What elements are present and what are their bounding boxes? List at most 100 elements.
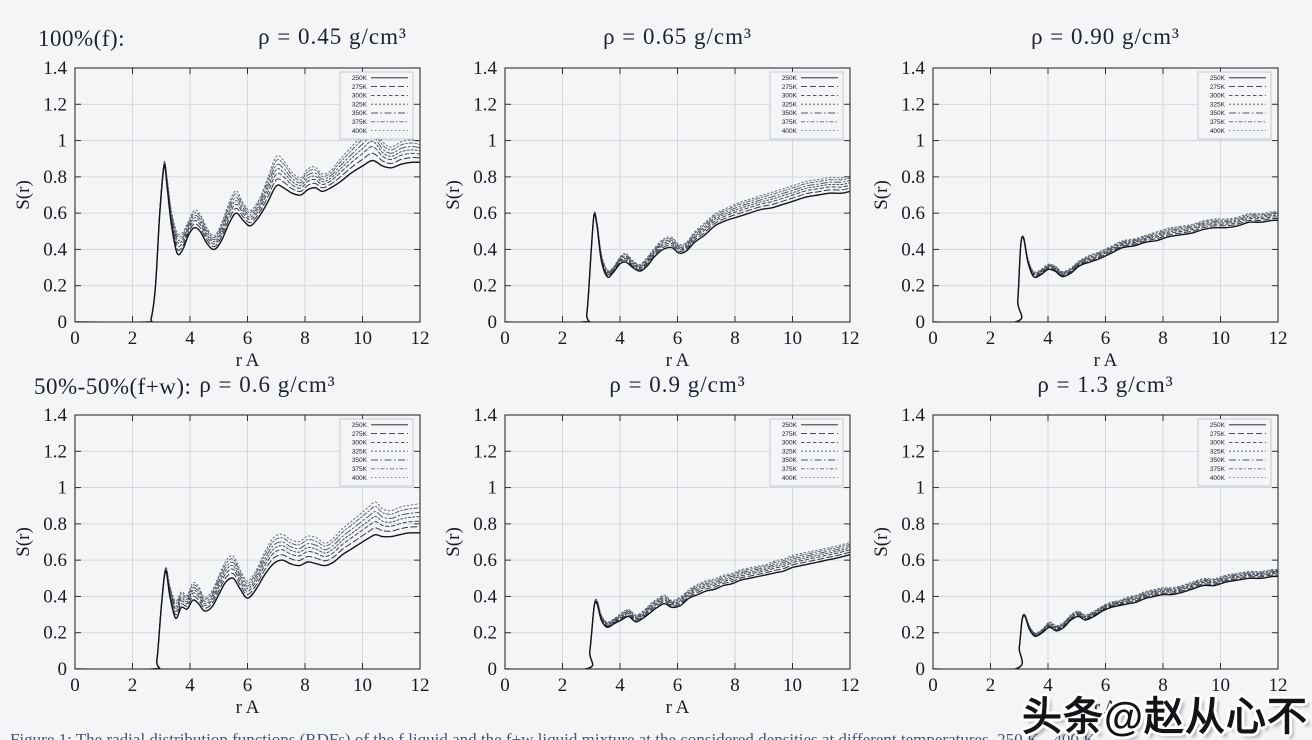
svg-text:0.8: 0.8 bbox=[43, 167, 67, 188]
svg-text:6: 6 bbox=[1101, 675, 1111, 696]
svg-text:250K: 250K bbox=[1210, 422, 1226, 429]
svg-text:375K: 375K bbox=[352, 119, 368, 126]
svg-text:8: 8 bbox=[300, 675, 310, 696]
svg-text:12: 12 bbox=[1269, 675, 1288, 696]
svg-text:0.4: 0.4 bbox=[43, 239, 67, 260]
row-label-100f: 100%(f): bbox=[38, 26, 126, 51]
svg-text:300K: 300K bbox=[352, 440, 368, 447]
svg-text:0.2: 0.2 bbox=[473, 276, 497, 297]
svg-text:12: 12 bbox=[411, 675, 430, 696]
plot-canvas: 0 2 4 6 8 10 12 0 0.2 0.4 0.6 0.8 1 1.2 1.4 r A S(r) 250K… bbox=[871, 58, 1288, 371]
svg-text:0.8: 0.8 bbox=[901, 514, 925, 535]
svg-text:10: 10 bbox=[1211, 328, 1230, 349]
svg-text:2: 2 bbox=[558, 675, 568, 696]
plot-title-rho-0.90: ρ = 0.90 g/cm³ bbox=[1031, 24, 1180, 49]
svg-text:400K: 400K bbox=[352, 128, 368, 135]
svg-text:325K: 325K bbox=[1210, 448, 1226, 455]
svg-text:0.8: 0.8 bbox=[43, 514, 67, 535]
svg-text:2: 2 bbox=[986, 675, 996, 696]
svg-text:300K: 300K bbox=[352, 93, 368, 100]
row-label-50-50-fw: 50%-50%(f+w): bbox=[34, 374, 192, 399]
svg-text:8: 8 bbox=[300, 328, 310, 349]
svg-text:300K: 300K bbox=[1210, 93, 1226, 100]
svg-text:350K: 350K bbox=[352, 457, 368, 464]
svg-text:12: 12 bbox=[411, 328, 430, 349]
svg-text:1.4: 1.4 bbox=[473, 405, 497, 426]
svg-text:250K: 250K bbox=[352, 422, 368, 429]
svg-text:0.6: 0.6 bbox=[901, 550, 925, 571]
svg-text:1.4: 1.4 bbox=[901, 58, 925, 79]
svg-text:r A: r A bbox=[666, 697, 690, 718]
svg-text:0.8: 0.8 bbox=[473, 167, 497, 188]
svg-text:250K: 250K bbox=[782, 422, 798, 429]
svg-text:4: 4 bbox=[615, 675, 625, 696]
svg-text:275K: 275K bbox=[1210, 84, 1226, 91]
svg-text:10: 10 bbox=[1211, 675, 1230, 696]
svg-text:S(r): S(r) bbox=[871, 527, 892, 557]
svg-text:250K: 250K bbox=[352, 75, 368, 82]
svg-text:2: 2 bbox=[558, 328, 568, 349]
svg-text:6: 6 bbox=[673, 328, 683, 349]
svg-text:275K: 275K bbox=[1210, 431, 1226, 438]
svg-text:0: 0 bbox=[916, 312, 926, 333]
figure-caption: Figure 1: The radial distribution functi… bbox=[10, 730, 1100, 740]
svg-text:1.2: 1.2 bbox=[43, 94, 67, 115]
plot-canvas: 0 2 4 6 8 10 12 0 0.2 0.4 0.6 0.8 1 1.2 1.4 r A S(r) 250K… bbox=[13, 58, 430, 371]
svg-text:r A: r A bbox=[1094, 697, 1118, 718]
svg-text:0.6: 0.6 bbox=[473, 203, 497, 224]
svg-text:0.6: 0.6 bbox=[901, 203, 925, 224]
svg-text:0.2: 0.2 bbox=[901, 276, 925, 297]
svg-text:0: 0 bbox=[488, 659, 498, 680]
svg-text:10: 10 bbox=[783, 328, 802, 349]
svg-text:8: 8 bbox=[1158, 328, 1168, 349]
svg-text:400K: 400K bbox=[352, 475, 368, 482]
svg-text:S(r): S(r) bbox=[13, 180, 34, 210]
svg-text:r A: r A bbox=[666, 350, 690, 371]
svg-text:2: 2 bbox=[128, 328, 138, 349]
svg-text:0.8: 0.8 bbox=[901, 167, 925, 188]
svg-text:0.6: 0.6 bbox=[43, 203, 67, 224]
svg-text:375K: 375K bbox=[782, 466, 798, 473]
svg-text:350K: 350K bbox=[782, 110, 798, 117]
subplot-rho-0.65: 0 2 4 6 8 10 12 0 0.2 0.4 0.6 0.8 1 1.2 1.4 r A S(r) 250K… bbox=[443, 52, 873, 386]
svg-text:S(r): S(r) bbox=[13, 527, 34, 557]
plot-canvas: 0 2 4 6 8 10 12 0 0.2 0.4 0.6 0.8 1 1.2 1.4 r A S(r) 250K… bbox=[871, 405, 1288, 718]
svg-text:250K: 250K bbox=[782, 75, 798, 82]
subplot-rho-0.9: 0 2 4 6 8 10 12 0 0.2 0.4 0.6 0.8 1 1.2 1.4 r A S(r) 250K… bbox=[443, 399, 873, 733]
svg-text:4: 4 bbox=[185, 328, 195, 349]
subplot-rho-1.3: 0 2 4 6 8 10 12 0 0.2 0.4 0.6 0.8 1 1.2 1.4 r A S(r) 250K… bbox=[871, 399, 1301, 733]
svg-text:0.2: 0.2 bbox=[901, 623, 925, 644]
svg-text:1.2: 1.2 bbox=[901, 441, 925, 462]
plot-canvas: 0 2 4 6 8 10 12 0 0.2 0.4 0.6 0.8 1 1.2 1.4 r A S(r) 250K… bbox=[443, 405, 860, 718]
svg-text:325K: 325K bbox=[782, 101, 798, 108]
svg-text:0: 0 bbox=[70, 675, 80, 696]
svg-text:400K: 400K bbox=[1210, 475, 1226, 482]
svg-text:0.8: 0.8 bbox=[473, 514, 497, 535]
svg-text:275K: 275K bbox=[352, 431, 368, 438]
svg-text:0.4: 0.4 bbox=[43, 586, 67, 607]
svg-text:325K: 325K bbox=[782, 448, 798, 455]
svg-text:300K: 300K bbox=[782, 440, 798, 447]
svg-text:0: 0 bbox=[58, 659, 68, 680]
svg-text:400K: 400K bbox=[782, 475, 798, 482]
plot-title-rho-0.9: ρ = 0.9 g/cm³ bbox=[609, 372, 746, 397]
svg-text:0: 0 bbox=[500, 675, 510, 696]
svg-text:8: 8 bbox=[730, 675, 740, 696]
svg-text:1.2: 1.2 bbox=[473, 441, 497, 462]
svg-text:1.2: 1.2 bbox=[43, 441, 67, 462]
svg-text:0.4: 0.4 bbox=[901, 239, 925, 260]
svg-text:6: 6 bbox=[1101, 328, 1111, 349]
plot-canvas: 0 2 4 6 8 10 12 0 0.2 0.4 0.6 0.8 1 1.2 1.4 r A S(r) 250K… bbox=[443, 58, 860, 371]
svg-text:0.2: 0.2 bbox=[43, 623, 67, 644]
svg-text:275K: 275K bbox=[782, 84, 798, 91]
watermark-text: 头条@赵从心不忿 bbox=[1022, 695, 1309, 739]
svg-text:300K: 300K bbox=[782, 93, 798, 100]
svg-text:1.4: 1.4 bbox=[473, 58, 497, 79]
svg-text:6: 6 bbox=[673, 675, 683, 696]
svg-text:400K: 400K bbox=[782, 128, 798, 135]
svg-text:1.4: 1.4 bbox=[43, 58, 67, 79]
svg-text:350K: 350K bbox=[352, 110, 368, 117]
svg-text:350K: 350K bbox=[1210, 457, 1226, 464]
plot-title-rho-0.45: ρ = 0.45 g/cm³ bbox=[258, 24, 407, 49]
svg-text:4: 4 bbox=[1043, 328, 1053, 349]
